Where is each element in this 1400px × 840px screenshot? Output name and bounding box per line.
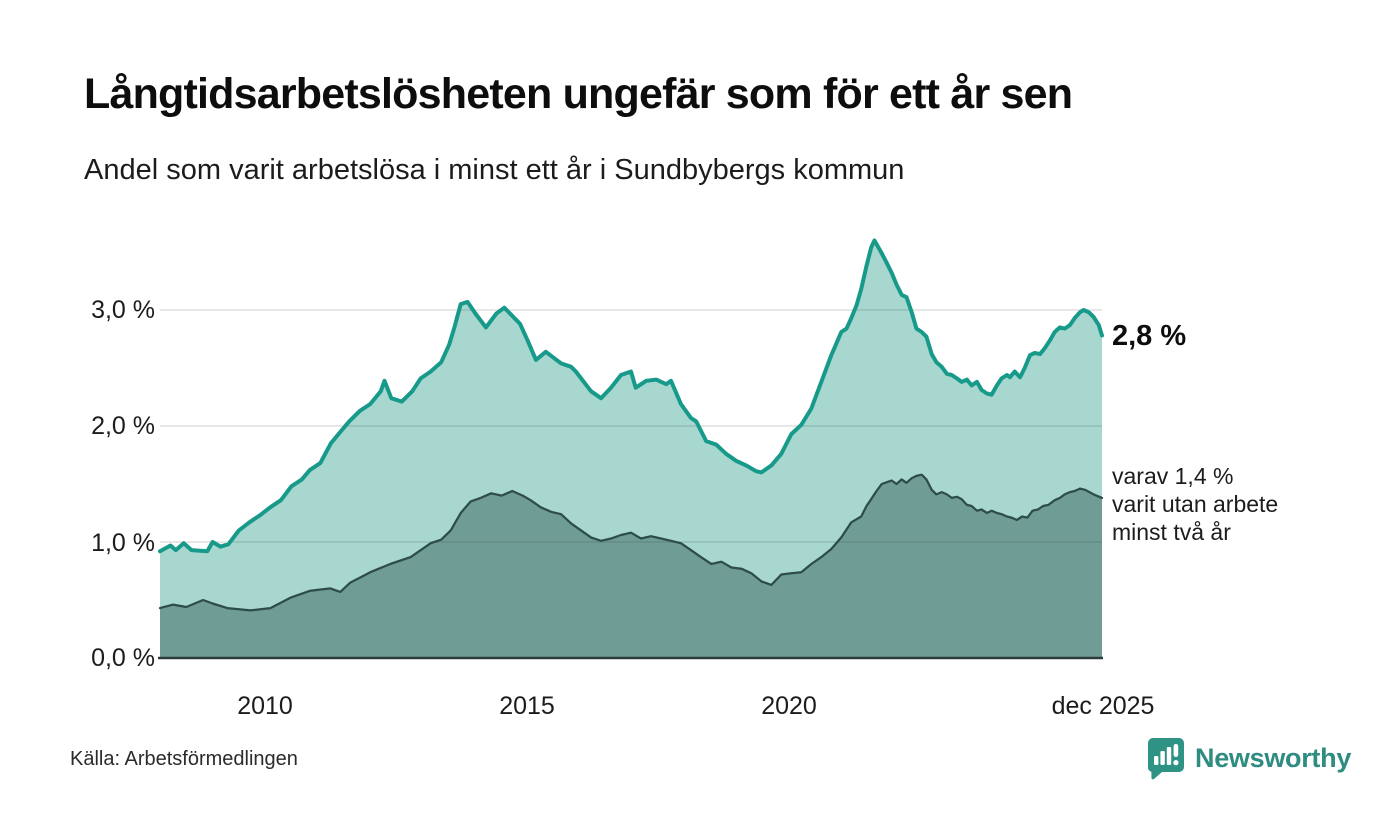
source-credit: Källa: Arbetsförmedlingen: [70, 748, 298, 770]
x-tick-dec2025: dec 2025: [1051, 692, 1155, 720]
page-subtitle: Andel som varit arbetslösa i minst ett å…: [84, 154, 905, 186]
line-over-2yr: [158, 473, 1104, 612]
y-tick-3: 3,0 %: [91, 296, 155, 324]
x-tick-2015: 2015: [499, 692, 555, 720]
line-over-1yr: [158, 238, 1104, 554]
newsworthy-logo[interactable]: Newsworthy: [1146, 736, 1351, 780]
y-tick-2: 2,0 %: [91, 412, 155, 440]
page-title: Långtidsarbetslösheten ungefär som för e…: [84, 70, 1073, 118]
two-year-note-line3: minst två år: [1112, 519, 1231, 545]
x-tick-2010: 2010: [237, 692, 293, 720]
newsworthy-wordmark: Newsworthy: [1195, 742, 1352, 773]
area-over-2yr-fill: [160, 474, 1102, 658]
two-year-note-line2: varit utan arbete: [1112, 491, 1279, 517]
gridlines: [160, 309, 1102, 543]
y-tick-0: 0,0 %: [91, 644, 155, 672]
y-tick-1: 1,0 %: [91, 529, 155, 557]
two-year-note-line1: varav 1,4 %: [1112, 463, 1234, 489]
x-tick-2020: 2020: [761, 692, 817, 720]
two-year-note: varav 1,4 % varit utan arbete minst två …: [1112, 462, 1278, 546]
latest-value-label: 2,8 %: [1112, 320, 1187, 352]
newsworthy-chart-bubble-icon: [1148, 738, 1184, 780]
